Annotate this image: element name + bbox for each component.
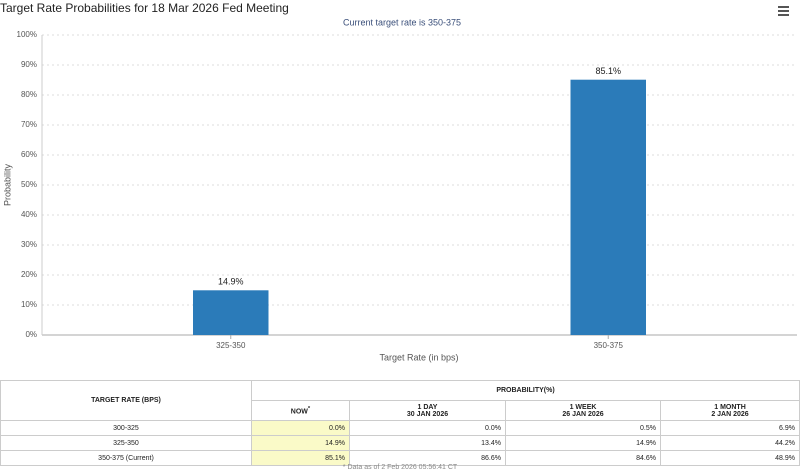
column-mark: *	[307, 405, 311, 412]
x-tick-label: 325-350	[216, 341, 246, 350]
column-header: 1 MONTH	[714, 403, 746, 411]
chart-subtitle: Current target rate is 350-375	[343, 17, 461, 27]
column-header: 1 DAY	[417, 403, 438, 411]
column-date: 26 JAN 2026	[562, 410, 604, 418]
column-header: NOW	[290, 408, 308, 416]
menu-bar[interactable]	[778, 10, 789, 12]
y-tick-label: 60%	[21, 150, 37, 159]
y-tick-label: 40%	[21, 210, 37, 219]
probability-cell: 0.0%	[349, 420, 506, 436]
footnote: * Data as of 2 Feb 2026 05:56:41 CT	[342, 464, 458, 471]
menu-icon[interactable]	[778, 6, 789, 16]
column-date: 30 JAN 2026	[406, 410, 449, 418]
bar	[570, 79, 646, 335]
menu-bar[interactable]	[778, 6, 789, 8]
bar	[193, 290, 269, 335]
y-axis-label: Probability	[2, 163, 12, 206]
chart: Target Rate Probabilities for 18 Mar 202…	[0, 1, 797, 362]
x-tick-label: 350-375	[594, 341, 624, 350]
y-tick-label: 0%	[25, 330, 37, 339]
data-label: 14.9%	[218, 277, 244, 287]
y-tick-label: 30%	[21, 240, 37, 249]
rate-cell: 350-375 (Current)	[0, 450, 252, 466]
probability-cell: 0.0%	[251, 420, 350, 436]
data-label: 85.1%	[595, 66, 621, 76]
probability-cell: 13.4%	[349, 435, 506, 451]
probability-cell: 48.9%	[660, 450, 800, 466]
y-tick-label: 10%	[21, 300, 37, 309]
probability-cell: 6.9%	[660, 420, 800, 436]
y-tick-label: 90%	[21, 60, 37, 69]
probability-cell: 85.1%	[251, 450, 350, 466]
x-axis-label: Target Rate (in bps)	[379, 352, 458, 362]
table-row: 350-375 (Current) 85.1% 86.6% 84.6% 48.9%	[0, 450, 800, 466]
y-tick-label: 100%	[17, 30, 37, 39]
chart-title: Target Rate Probabilities for 18 Mar 202…	[0, 1, 289, 15]
probability-cell: 14.9%	[251, 435, 350, 451]
rate-cell: 325-350	[0, 435, 252, 451]
menu-bar[interactable]	[778, 14, 789, 16]
table-row: 300-325 0.0% 0.0% 0.5% 6.9%	[0, 420, 800, 436]
y-tick-label: 50%	[21, 180, 37, 189]
column-date: 2 JAN 2026	[711, 410, 749, 418]
probability-table: TARGET RATE (BPS) PROBABILITY(%) NOW* 1 …	[0, 380, 800, 466]
y-tick-label: 20%	[21, 270, 37, 279]
probability-cell: 0.5%	[505, 420, 661, 436]
probability-header: PROBABILITY(%)	[251, 380, 800, 401]
rate-header: TARGET RATE (BPS)	[0, 380, 252, 421]
y-tick-label: 70%	[21, 120, 37, 129]
table-row: 325-350 14.9% 13.4% 14.9% 44.2%	[0, 435, 800, 451]
probability-cell: 44.2%	[660, 435, 800, 451]
y-tick-label: 80%	[21, 90, 37, 99]
rate-cell: 300-325	[0, 420, 252, 436]
probability-cell: 14.9%	[505, 435, 661, 451]
column-header: 1 WEEK	[569, 403, 597, 411]
probability-cell: 84.6%	[505, 450, 661, 466]
